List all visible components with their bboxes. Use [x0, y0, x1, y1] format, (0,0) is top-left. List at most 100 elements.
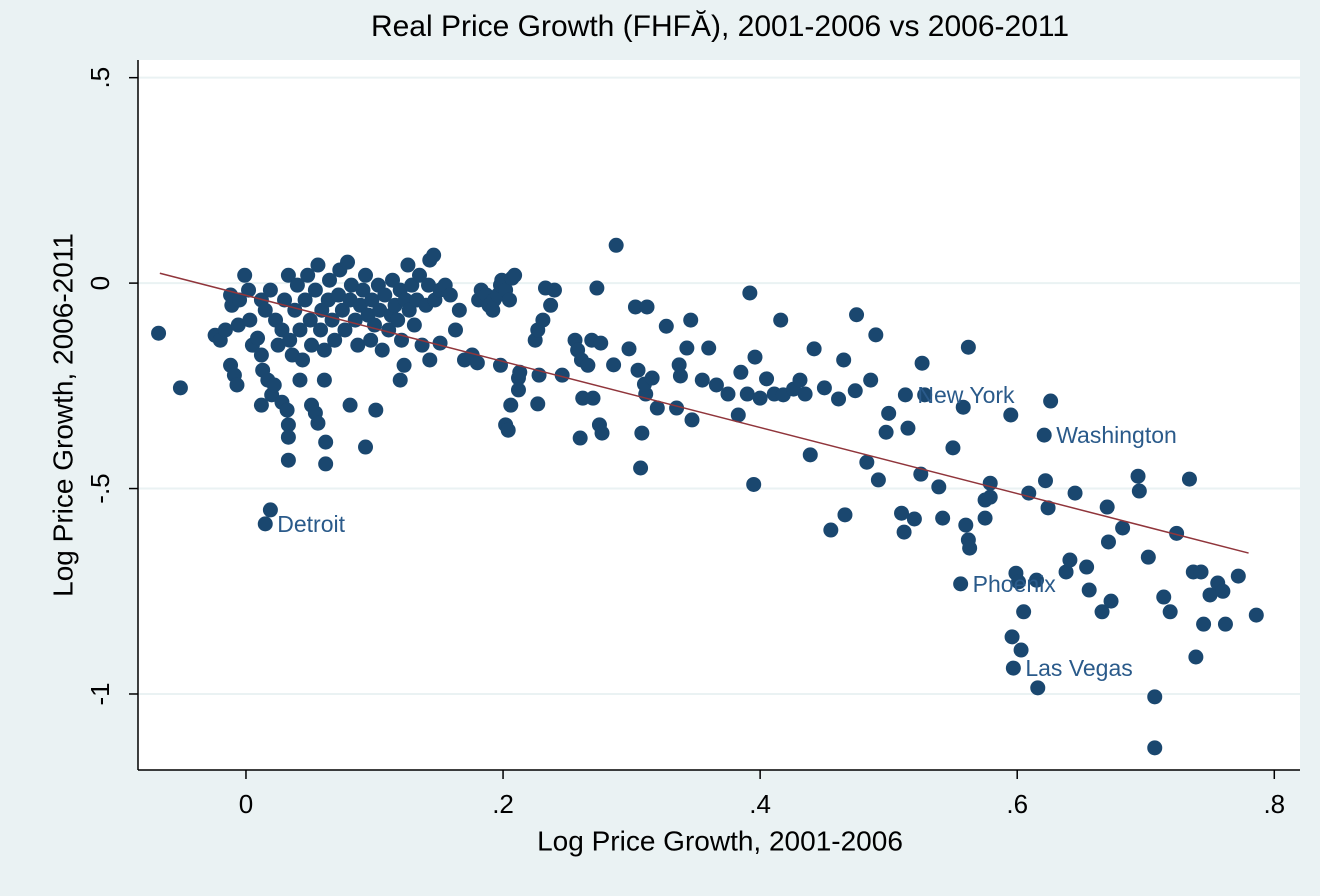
point [720, 386, 736, 402]
point [701, 340, 717, 356]
point [1005, 660, 1021, 676]
point [279, 402, 295, 418]
point [292, 322, 308, 338]
point [831, 391, 847, 407]
point [500, 422, 516, 438]
point [368, 402, 384, 418]
point [881, 405, 897, 421]
y-axis-title: Log Price Growth, 2006-2011 [47, 233, 78, 597]
point [708, 377, 724, 393]
point [1003, 407, 1019, 423]
point [1094, 604, 1110, 620]
point [229, 377, 245, 393]
point [1043, 393, 1059, 409]
point [364, 292, 380, 308]
point [1196, 616, 1212, 632]
point [543, 297, 559, 313]
point [350, 337, 366, 353]
annotation: Detroit [277, 511, 345, 537]
point [644, 370, 660, 386]
point [151, 325, 167, 341]
point [510, 382, 526, 398]
point [372, 302, 388, 318]
point [1030, 680, 1046, 696]
point [318, 434, 334, 450]
point [1131, 483, 1147, 499]
point [859, 454, 875, 470]
point [894, 505, 910, 521]
y-tick-label: .5 [85, 67, 115, 89]
y-tick-label: -.5 [85, 473, 115, 503]
point [302, 312, 318, 328]
point [274, 322, 290, 338]
point [1100, 534, 1116, 550]
point [1004, 629, 1020, 645]
point [257, 516, 273, 532]
point [669, 400, 685, 416]
point [633, 460, 649, 476]
point [1202, 587, 1218, 603]
point [606, 357, 622, 373]
point [280, 267, 296, 283]
point [374, 342, 390, 358]
point [580, 357, 596, 373]
point [878, 424, 894, 440]
point [282, 332, 298, 348]
point [836, 352, 852, 368]
grid [138, 76, 1300, 695]
point [292, 372, 308, 388]
point [300, 267, 316, 283]
point [337, 322, 353, 338]
point [237, 267, 253, 283]
point [1036, 427, 1052, 443]
point [823, 522, 839, 538]
point [507, 267, 523, 283]
point [257, 302, 273, 318]
point [1058, 564, 1074, 580]
x-tick-label: .6 [1006, 789, 1028, 819]
point [733, 364, 749, 380]
point [469, 355, 485, 371]
point [280, 417, 296, 433]
point [797, 386, 813, 402]
point [1188, 649, 1204, 665]
point [1099, 499, 1115, 515]
point [627, 299, 643, 315]
point [1147, 740, 1163, 756]
point [684, 412, 700, 428]
point [773, 312, 789, 328]
point [1248, 607, 1264, 623]
point [847, 383, 863, 399]
annotation: Washington [1056, 422, 1177, 448]
point [554, 367, 570, 383]
point [594, 425, 610, 441]
point [572, 430, 588, 446]
point [546, 282, 562, 298]
point [608, 237, 624, 253]
point [1217, 616, 1233, 632]
point [671, 357, 687, 373]
point [512, 364, 528, 380]
annotation: Phoenix [973, 571, 1057, 597]
point [1181, 471, 1197, 487]
point [401, 302, 417, 318]
x-tick-label: .2 [492, 789, 514, 819]
point [837, 507, 853, 523]
point [447, 322, 463, 338]
point [1010, 574, 1026, 590]
point [1013, 642, 1029, 658]
point [1079, 559, 1095, 575]
point [355, 282, 371, 298]
point [1103, 593, 1119, 609]
point [658, 318, 674, 334]
point [363, 332, 379, 348]
point [955, 399, 971, 415]
fit-line [159, 272, 1249, 554]
point [316, 372, 332, 388]
point [297, 292, 313, 308]
point [953, 576, 969, 592]
point [900, 420, 916, 436]
point [649, 400, 665, 416]
x-tick-label: 0 [239, 789, 253, 819]
point [630, 362, 646, 378]
